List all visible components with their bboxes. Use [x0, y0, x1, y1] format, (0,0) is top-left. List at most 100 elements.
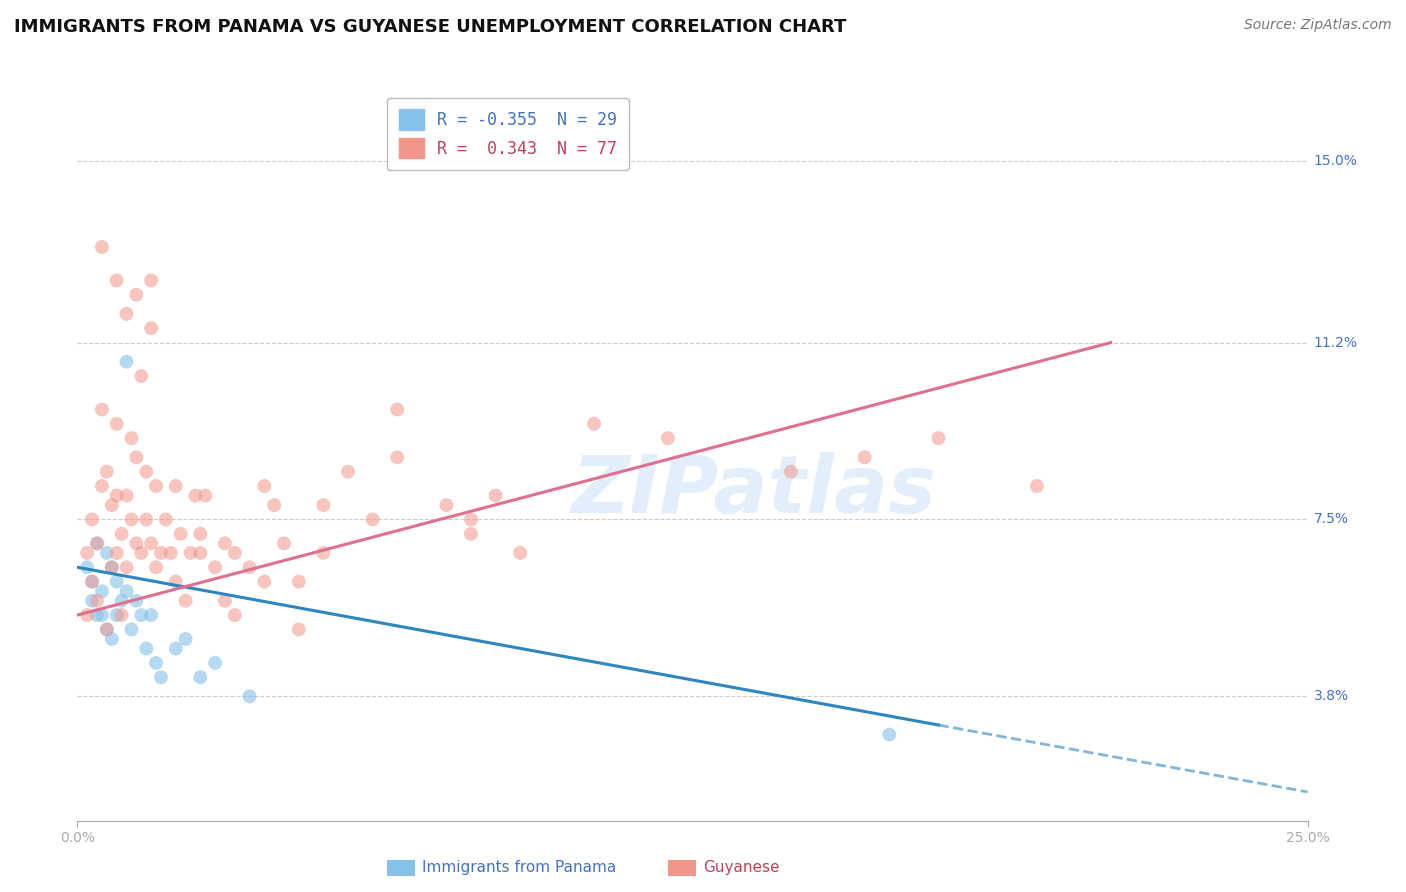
Point — [224, 608, 246, 623]
Point — [82, 593, 104, 607]
Point — [82, 574, 104, 589]
Point — [105, 273, 128, 287]
Point — [101, 498, 124, 512]
Point — [224, 546, 246, 560]
Point — [121, 623, 143, 637]
Point — [90, 240, 114, 254]
Point — [460, 526, 482, 541]
Point — [583, 417, 606, 431]
Point — [165, 574, 187, 589]
Point — [135, 465, 157, 479]
Point — [273, 536, 295, 550]
Point — [90, 479, 114, 493]
Legend: R = -0.355  N = 29, R =  0.343  N = 77: R = -0.355 N = 29, R = 0.343 N = 77 — [387, 97, 628, 169]
Point — [385, 402, 409, 417]
Point — [337, 465, 360, 479]
Point — [141, 536, 163, 550]
Point — [928, 431, 950, 445]
Text: 7.5%: 7.5% — [1313, 513, 1348, 526]
Point — [90, 402, 114, 417]
Point — [165, 641, 187, 656]
Point — [141, 608, 163, 623]
Point — [160, 546, 183, 560]
Point — [135, 512, 157, 526]
Point — [90, 608, 114, 623]
Point — [111, 608, 132, 623]
Point — [129, 369, 153, 384]
Point — [145, 656, 167, 670]
Point — [485, 489, 508, 503]
Point — [105, 489, 128, 503]
Point — [111, 593, 132, 607]
Point — [214, 536, 236, 550]
Point — [150, 546, 173, 560]
Point — [174, 593, 197, 607]
Point — [214, 593, 236, 607]
Point — [204, 560, 226, 574]
Point — [115, 489, 138, 503]
Text: 15.0%: 15.0% — [1313, 154, 1358, 168]
Point — [145, 560, 167, 574]
Point — [361, 512, 384, 526]
Point — [385, 450, 409, 465]
Text: 11.2%: 11.2% — [1313, 335, 1358, 350]
Point — [129, 546, 153, 560]
Point — [155, 512, 177, 526]
Point — [125, 450, 148, 465]
Text: 3.8%: 3.8% — [1313, 690, 1348, 704]
Point — [657, 431, 679, 445]
Point — [145, 479, 167, 493]
Point — [125, 536, 148, 550]
Point — [96, 623, 118, 637]
Point — [509, 546, 531, 560]
Point — [263, 498, 285, 512]
Point — [174, 632, 197, 646]
Point — [253, 574, 276, 589]
Text: IMMIGRANTS FROM PANAMA VS GUYANESE UNEMPLOYMENT CORRELATION CHART: IMMIGRANTS FROM PANAMA VS GUYANESE UNEMP… — [14, 18, 846, 36]
Point — [125, 287, 148, 301]
Point — [105, 608, 128, 623]
Point — [76, 560, 98, 574]
Point — [129, 608, 153, 623]
Point — [101, 560, 124, 574]
Point — [105, 574, 128, 589]
Point — [879, 728, 901, 742]
Point — [253, 479, 276, 493]
Point — [86, 608, 108, 623]
Point — [141, 273, 163, 287]
Point — [115, 354, 138, 368]
Point — [184, 489, 207, 503]
Point — [96, 623, 118, 637]
Point — [436, 498, 458, 512]
Text: Immigrants from Panama: Immigrants from Panama — [422, 861, 616, 875]
Point — [170, 526, 193, 541]
Point — [115, 307, 138, 321]
Point — [96, 465, 118, 479]
Point — [288, 623, 311, 637]
Point — [780, 465, 803, 479]
Point — [312, 498, 335, 512]
Point — [115, 560, 138, 574]
Point — [288, 574, 311, 589]
Text: Guyanese: Guyanese — [703, 861, 779, 875]
Point — [121, 431, 143, 445]
Point — [204, 656, 226, 670]
Point — [121, 512, 143, 526]
Point — [86, 536, 108, 550]
Point — [141, 321, 163, 335]
Point — [101, 560, 124, 574]
Point — [125, 593, 148, 607]
Point — [135, 641, 157, 656]
Point — [188, 670, 212, 684]
Point — [194, 489, 217, 503]
Text: ZIPatlas: ZIPatlas — [571, 452, 936, 531]
Point — [188, 526, 212, 541]
Point — [105, 546, 128, 560]
Point — [460, 512, 482, 526]
Point — [76, 546, 98, 560]
Point — [101, 632, 124, 646]
Point — [115, 584, 138, 599]
Point — [86, 593, 108, 607]
Point — [180, 546, 202, 560]
Point — [76, 608, 98, 623]
